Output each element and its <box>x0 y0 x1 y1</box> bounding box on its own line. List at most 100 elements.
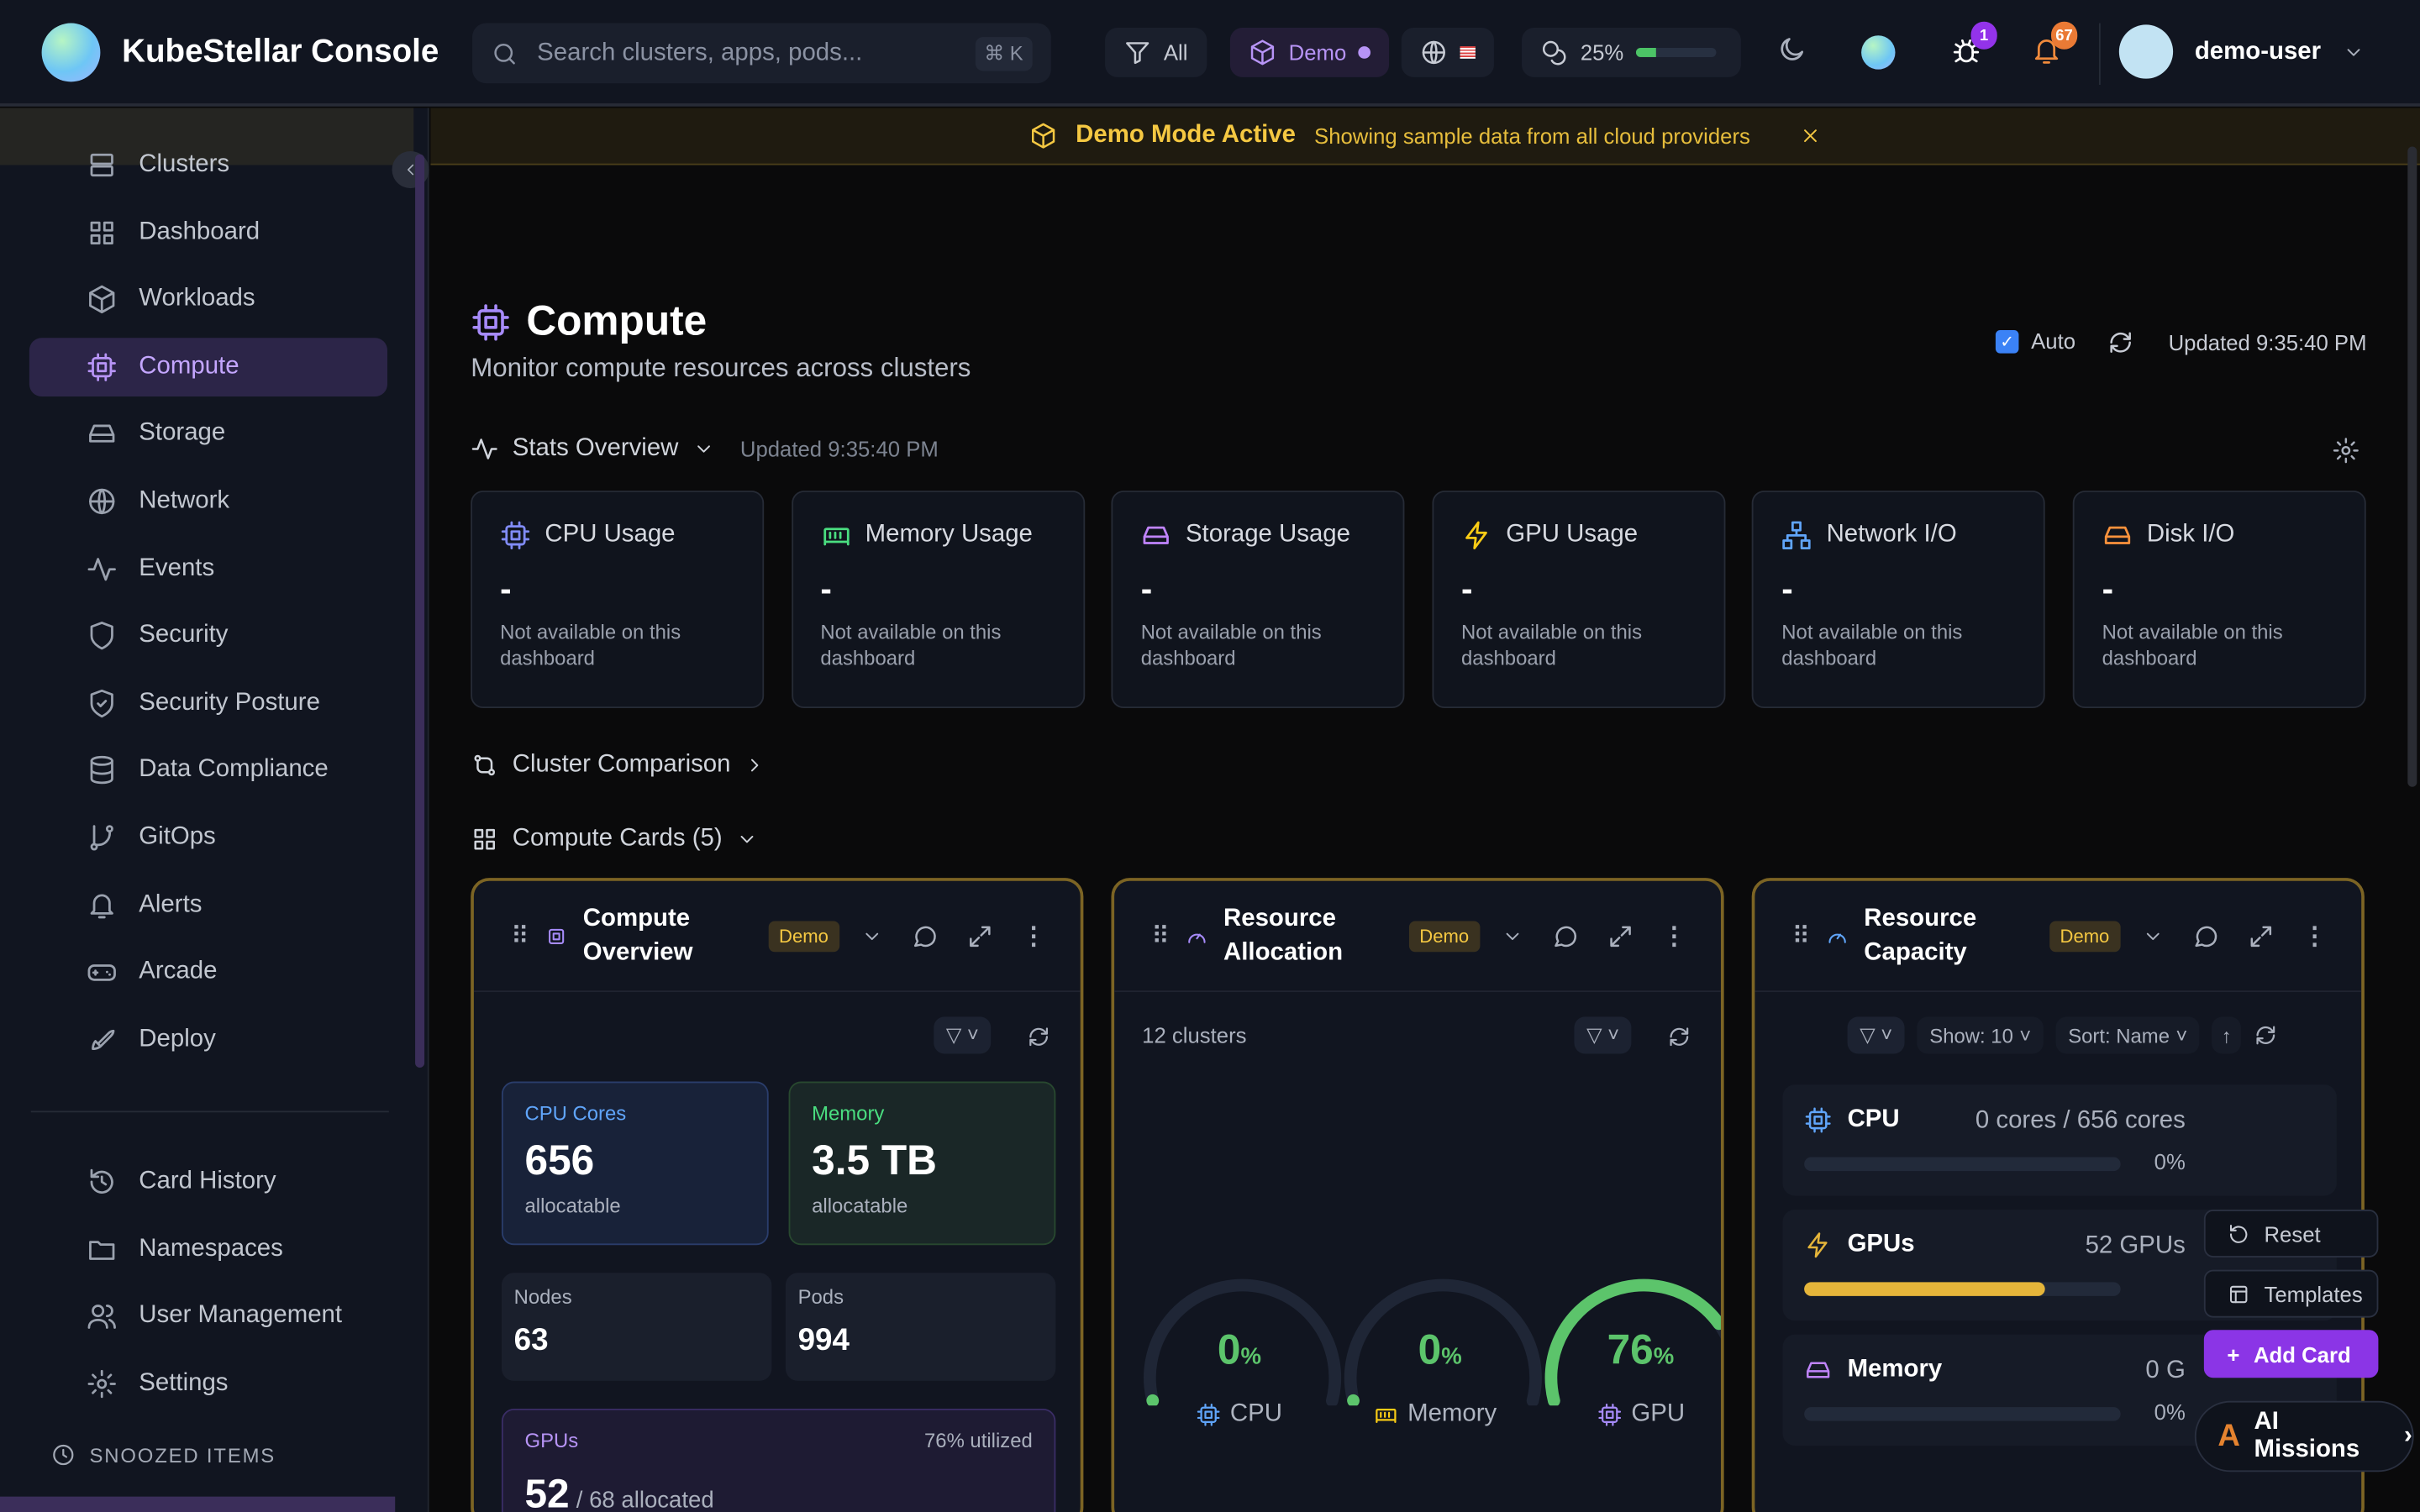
memory-tile: Memory 3.5 TB allocatable <box>788 1081 1056 1246</box>
stat-card-storage-usage[interactable]: Storage Usage - Not available on this dash… <box>1111 491 1405 709</box>
sidebar-item-card-history[interactable]: Card History <box>29 1152 387 1211</box>
gauge-number: 76 <box>1607 1326 1654 1373</box>
comment-icon[interactable] <box>2191 921 2219 949</box>
search-input[interactable]: Search clusters, apps, pods... ⌘ K <box>472 23 1051 84</box>
sidebar-item-compute[interactable]: Compute <box>29 337 388 396</box>
templates-label: Templates <box>2264 1281 2363 1306</box>
search-icon <box>494 43 515 64</box>
refresh-icon[interactable] <box>2253 1021 2277 1049</box>
bug-report-button[interactable]: 1 <box>1951 21 1997 74</box>
cpu-icon <box>1197 1403 1220 1426</box>
sidebar-item-label: User Management <box>139 1302 343 1329</box>
resource-allocation-card: ⠿ Resource Allocation Demo ⋮ 12 clusters… <box>1111 878 1724 1512</box>
sort-select[interactable]: Sort: Name ˅ <box>2055 1016 2200 1054</box>
drag-handle-icon[interactable]: ⠿ <box>510 923 529 950</box>
stat-card-memory-usage[interactable]: Memory Usage - Not available on this dashb… <box>791 491 1085 709</box>
sidebar-item-gitops[interactable]: GitOps <box>29 808 387 867</box>
filter-dropdown[interactable]: ▽ ˅ <box>934 1016 992 1054</box>
main-scrollbar[interactable] <box>2407 146 2417 787</box>
chevron-down-icon[interactable] <box>860 921 882 949</box>
sidebar-item-clusters[interactable]: Clusters <box>29 136 387 195</box>
sidebar-item-events[interactable]: Events <box>29 539 387 598</box>
stat-value: - <box>820 569 832 608</box>
refresh-icon[interactable] <box>1667 1023 1691 1051</box>
usage-indicator[interactable]: 25% <box>1522 28 1741 77</box>
cluster-comparison-toggle[interactable]: Cluster Comparison <box>471 751 766 779</box>
demo-mode-button[interactable]: Demo <box>1229 28 1390 77</box>
sidebar-item-deploy[interactable]: Deploy <box>29 1011 387 1069</box>
ai-assistant-icon[interactable] <box>1861 35 1896 70</box>
chevron-down-icon[interactable] <box>2142 921 2164 949</box>
sidebar-item-alerts[interactable]: Alerts <box>29 876 387 935</box>
expand-icon[interactable] <box>2247 921 2275 949</box>
more-menu-icon[interactable]: ⋮ <box>2302 923 2328 950</box>
stat-card-network-i-o[interactable]: Network I/O - Not available on this dashbo… <box>1752 491 2046 709</box>
ai-missions-button[interactable]: A AI Missions › <box>2194 1400 2414 1473</box>
sort-direction-button[interactable]: ↑ <box>2212 1016 2241 1054</box>
comment-icon[interactable] <box>1550 921 1578 949</box>
kubestellar-logo[interactable] <box>41 23 101 82</box>
user-menu[interactable]: demo-user <box>2118 24 2365 79</box>
filter-dropdown[interactable]: ▽ ˅ <box>1847 1016 1905 1054</box>
capacity-value: 0 G <box>2145 1357 2186 1384</box>
moon-icon[interactable] <box>1776 34 1807 65</box>
templates-button[interactable]: Templates <box>2203 1269 2379 1318</box>
sidebar-scrollbar[interactable] <box>415 154 425 1068</box>
comment-icon[interactable] <box>910 921 938 949</box>
add-card-button[interactable]: + Add Card <box>2203 1330 2379 1378</box>
more-menu-icon[interactable]: ⋮ <box>1021 923 1046 950</box>
app-title: KubeStellar Console <box>122 34 439 70</box>
cpu-cores-label: CPU Cores <box>524 1101 627 1125</box>
auto-checkbox[interactable]: ✓ <box>1995 329 2019 353</box>
cpu-icon <box>87 353 116 381</box>
show-count-select[interactable]: Show: 10 ˅ <box>1917 1016 2044 1054</box>
search-shortcut: ⌘ K <box>975 36 1033 71</box>
sidebar-horizontal-scrollbar[interactable] <box>0 1496 396 1512</box>
sidebar-item-dashboard[interactable]: Dashboard <box>29 203 387 262</box>
drag-handle-icon[interactable]: ⠿ <box>1791 923 1810 950</box>
chevron-right-icon <box>751 759 760 772</box>
refresh-icon[interactable] <box>1026 1023 1050 1051</box>
stat-card-cpu-usage[interactable]: CPU Usage - Not available on this dashboar… <box>471 491 765 709</box>
stat-note: Not available on this dashboard <box>500 620 681 670</box>
hard-drive-icon <box>1807 1362 1830 1378</box>
filter-dropdown[interactable]: ▽ ˅ <box>1574 1016 1632 1054</box>
sidebar-item-user-management[interactable]: User Management <box>29 1287 387 1346</box>
stats-overview-toggle[interactable]: Stats Overview Updated 9:35:40 PM <box>471 435 939 463</box>
chevron-down-icon[interactable] <box>1502 921 1523 949</box>
compute-cards-toggle[interactable]: Compute Cards (5) <box>471 826 758 853</box>
cpu-cores-tile: CPU Cores 656 allocatable <box>501 1081 769 1246</box>
sidebar-item-data-compliance[interactable]: Data Compliance <box>29 741 387 800</box>
sidebar-item-label: Security Posture <box>139 689 320 716</box>
drag-handle-icon[interactable]: ⠿ <box>1151 923 1170 950</box>
sidebar-item-storage[interactable]: Storage <box>29 405 387 464</box>
gpus-sub: / 68 allocated <box>576 1487 714 1512</box>
stat-card-gpu-usage[interactable]: GPU Usage - Not available on this dashboar… <box>1432 491 1726 709</box>
sidebar-item-settings[interactable]: Settings <box>29 1354 387 1413</box>
language-button[interactable] <box>1401 28 1494 77</box>
sidebar-item-workloads[interactable]: Workloads <box>29 270 387 329</box>
cluster-filter-button[interactable]: All <box>1105 28 1207 77</box>
expand-icon[interactable] <box>965 921 993 949</box>
refresh-icon[interactable] <box>2107 328 2134 356</box>
gear-icon[interactable] <box>2332 437 2360 465</box>
auto-refresh-toggle[interactable]: ✓ Auto <box>1995 328 2075 354</box>
sidebar-item-security-posture[interactable]: Security Posture <box>29 674 387 732</box>
notifications-button[interactable]: 67 <box>2031 21 2078 74</box>
stat-card-disk-i-o[interactable]: Disk I/O - Not available on this dashboard <box>2072 491 2366 709</box>
snoozed-items-header[interactable]: SNOOZED ITEMS <box>51 1441 276 1469</box>
sidebar-item-network[interactable]: Network <box>29 472 387 531</box>
more-menu-icon[interactable]: ⋮ <box>1661 923 1687 950</box>
allocation-gauges <box>1144 1278 1721 1406</box>
bell-icon <box>2034 39 2059 64</box>
add-card-label: Add Card <box>2253 1341 2351 1367</box>
sidebar-item-label: Namespaces <box>139 1235 283 1262</box>
sidebar-item-namespaces[interactable]: Namespaces <box>29 1220 387 1278</box>
close-icon[interactable] <box>1800 122 1822 150</box>
sidebar-item-label: Storage <box>139 420 226 447</box>
reset-button[interactable]: Reset <box>2203 1210 2379 1257</box>
sidebar-item-arcade[interactable]: Arcade <box>29 943 387 1002</box>
sidebar-item-security[interactable]: Security <box>29 606 387 665</box>
network-icon <box>1782 521 1812 550</box>
expand-icon[interactable] <box>1607 921 1634 949</box>
